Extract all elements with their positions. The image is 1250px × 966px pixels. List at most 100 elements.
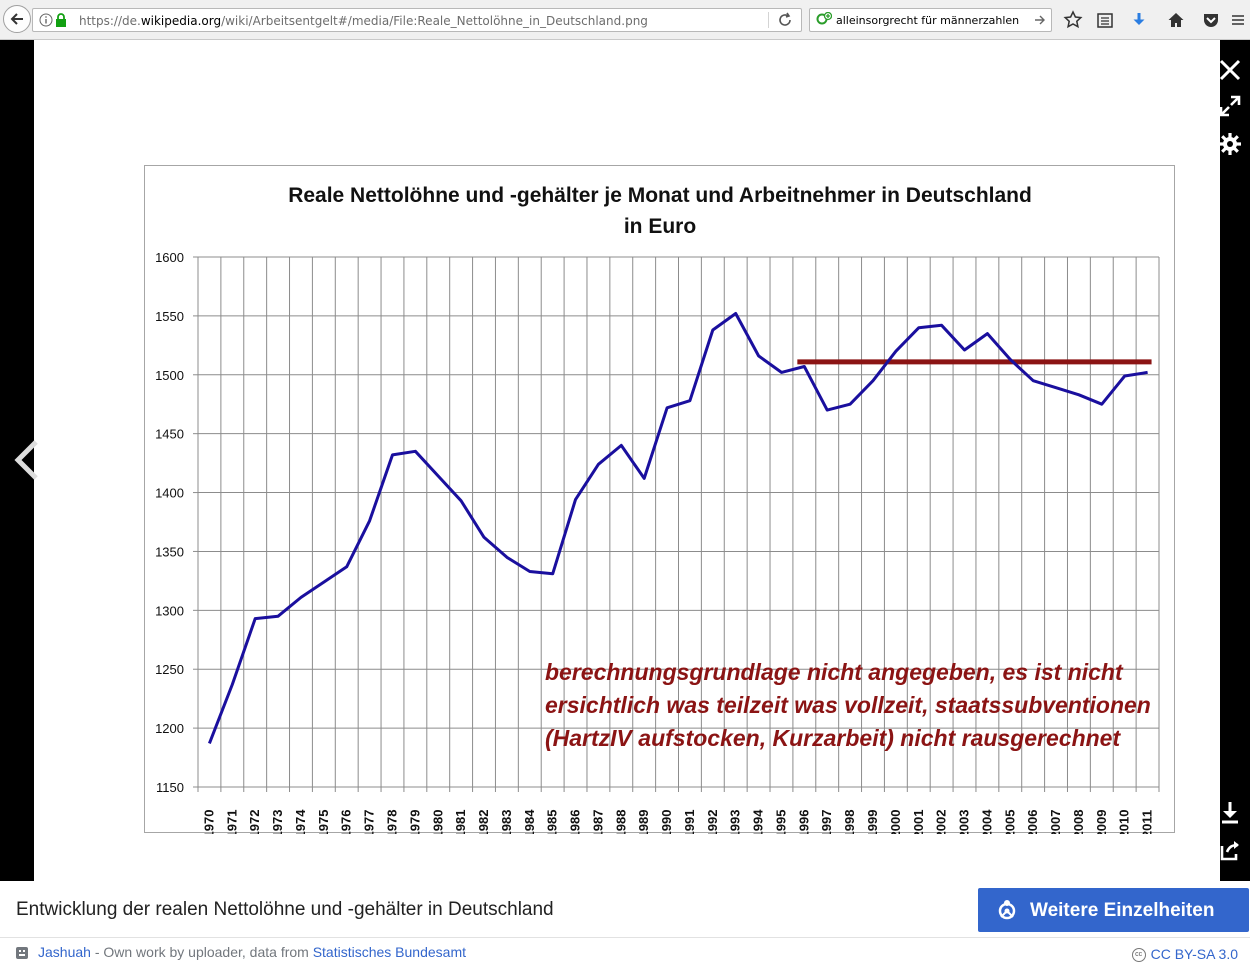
x-tick-label: 1975	[316, 810, 331, 834]
bookmark-star-icon[interactable]	[1062, 9, 1084, 31]
annotation-line: (HartzIV aufstocken, Kurzarbeit) nicht r…	[545, 725, 1121, 751]
search-bar[interactable]: alleinsorgrecht für männerzahlen	[809, 8, 1052, 32]
x-tick-label: 1999	[865, 810, 880, 834]
x-tick-label: 2011	[1140, 810, 1155, 834]
chart-title: Reale Nettolöhne und -gehälter je Monat …	[288, 184, 1032, 207]
x-tick-label: 1974	[293, 809, 308, 834]
settings-button[interactable]	[1214, 128, 1246, 160]
search-go-icon[interactable]	[1034, 13, 1046, 32]
x-tick-label: 1971	[224, 810, 239, 834]
menu-icon[interactable]	[1228, 9, 1248, 31]
media-viewer: Reale Nettolöhne und -gehälter je Monat …	[0, 40, 1250, 881]
x-tick-label: 2005	[1002, 810, 1017, 834]
download-icon	[1222, 802, 1238, 824]
download-icon[interactable]	[1128, 9, 1150, 31]
grid	[197, 256, 1160, 792]
fullscreen-button[interactable]	[1214, 90, 1246, 122]
x-tick-label: 1990	[659, 810, 674, 834]
caption-bar: Entwicklung der realen Nettolöhne und -g…	[0, 881, 1250, 936]
annotation-line: berechnungsgrundlage nicht angegeben, es…	[545, 659, 1124, 685]
annotation: berechnungsgrundlage nicht angegeben, es…	[545, 659, 1151, 751]
share-icon	[1220, 841, 1239, 861]
more-details-label: Weitere Einzelheiten	[1030, 900, 1215, 921]
author-icon	[15, 946, 29, 963]
series-layer	[208, 312, 1148, 744]
x-tick-label: 1979	[407, 810, 422, 834]
reload-icon[interactable]	[777, 12, 793, 31]
x-tick-label: 1981	[453, 810, 468, 834]
y-tick-label: 1500	[155, 368, 184, 383]
chart-svg: Reale Nettolöhne und -gehälter je Monat …	[155, 184, 1160, 834]
series-line	[208, 312, 1148, 744]
x-tick-label: 1997	[819, 810, 834, 834]
info-icon[interactable]	[39, 13, 53, 30]
x-tick-label: 2003	[957, 810, 972, 834]
share-button[interactable]	[1214, 834, 1246, 866]
x-tick-label: 2009	[1094, 810, 1109, 834]
x-tick-label: 1994	[751, 809, 766, 834]
x-tick-label: 2004	[979, 809, 994, 834]
gear-icon	[1219, 133, 1241, 155]
x-tick-label: 1984	[522, 809, 537, 834]
y-tick-label: 1200	[155, 721, 184, 736]
credit-middle: - Own work by uploader, data from	[90, 944, 313, 960]
y-tick-label: 1450	[155, 427, 184, 442]
x-tick-label: 2001	[911, 810, 926, 834]
back-arrow-icon	[10, 13, 23, 25]
y-tick-label: 1250	[155, 662, 184, 677]
x-tick-label: 1972	[247, 810, 262, 834]
reading-list-icon[interactable]	[1094, 9, 1116, 31]
browser-toolbar: https://de.wikipedia.org/wiki/Arbeitsent…	[0, 0, 1250, 40]
url-separator	[768, 12, 769, 28]
axes: 1600 1550 1500 1450 1400 1350 1300 1250 1200 1150…	[155, 250, 1154, 834]
creative-commons-icon: cc	[1131, 948, 1146, 963]
credit-bar: Jashuah - Own work by uploader, data fro…	[0, 937, 1250, 966]
download-button[interactable]	[1214, 796, 1246, 828]
expand-icon	[1219, 95, 1241, 117]
x-tick-label: 1982	[476, 810, 491, 834]
x-tick-label: 1996	[796, 810, 811, 834]
x-tick-label: 1976	[339, 810, 354, 834]
x-tick-label: 1989	[636, 810, 651, 834]
previous-image-button[interactable]	[12, 438, 40, 487]
x-tick-label: 1980	[430, 810, 445, 834]
license-label: CC BY-SA 3.0	[1150, 946, 1238, 962]
x-tick-label: 1983	[499, 810, 514, 834]
x-tick-label: 1985	[545, 810, 560, 834]
search-engine-icon[interactable]	[816, 11, 833, 33]
y-tick-label: 1350	[155, 544, 184, 559]
y-tick-label: 1400	[155, 486, 184, 501]
x-tick-label: 1991	[682, 810, 697, 834]
more-details-button[interactable]: Weitere Einzelheiten	[978, 888, 1249, 932]
home-icon[interactable]	[1165, 9, 1187, 31]
y-tick-label: 1300	[155, 603, 184, 618]
x-tick-label: 2010	[1117, 810, 1132, 834]
image-caption: Entwicklung der realen Nettolöhne und -g…	[16, 899, 554, 920]
close-button[interactable]	[1214, 54, 1246, 86]
pocket-icon[interactable]	[1200, 9, 1222, 31]
wikimedia-icon	[996, 898, 1018, 928]
x-tick-label: 1987	[590, 810, 605, 834]
x-tick-label: 1977	[362, 810, 377, 834]
license-link[interactable]: cc CC BY-SA 3.0	[1131, 946, 1238, 963]
x-tick-label: 1988	[613, 810, 628, 834]
image-area: Reale Nettolöhne und -gehälter je Monat …	[34, 40, 1220, 881]
url-bar[interactable]: https://de.wikipedia.org/wiki/Arbeitsent…	[32, 8, 802, 32]
x-tick-label: 2002	[934, 810, 949, 834]
x-tick-label: 1973	[270, 810, 285, 834]
x-tick-label: 1970	[201, 810, 216, 834]
x-tick-label: 1995	[773, 810, 788, 834]
chevron-left-icon	[14, 440, 38, 480]
x-tick-label: 2000	[888, 810, 903, 834]
x-tick-label: 1992	[705, 810, 720, 834]
author-link[interactable]: Jashuah	[38, 944, 91, 960]
x-tick-label: 1978	[384, 810, 399, 834]
search-input[interactable]: alleinsorgrecht für männerzahlen	[836, 14, 1020, 27]
url-text[interactable]: https://de.wikipedia.org/wiki/Arbeitsent…	[79, 14, 648, 28]
source-link[interactable]: Statistisches Bundesamt	[312, 944, 466, 960]
chart: Reale Nettolöhne und -gehälter je Monat …	[144, 165, 1175, 834]
y-tick-label: 1600	[155, 250, 184, 265]
close-icon	[1219, 59, 1241, 81]
back-button[interactable]	[3, 5, 31, 33]
x-tick-label: 2008	[1071, 810, 1086, 834]
